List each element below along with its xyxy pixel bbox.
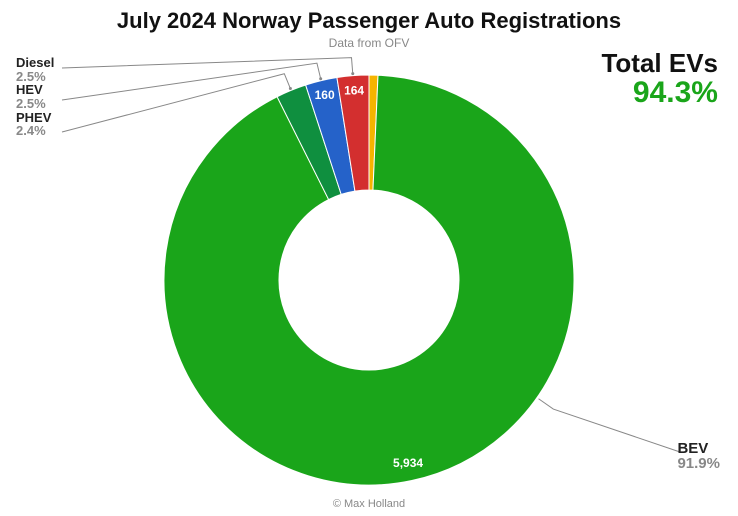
legend-pct: 2.5% [16,97,54,111]
legend-pct: 2.4% [16,124,54,138]
legend-right: BEV 91.9% [677,441,720,473]
legend-name: PHEV [16,111,54,125]
leader-line [62,58,353,74]
legend-left: Diesel 2.5% HEV 2.5% PHEV 2.4% [16,56,54,138]
legend-item-hev: HEV 2.5% [16,83,54,110]
chart-container: July 2024 Norway Passenger Auto Registra… [0,0,738,516]
data-label-bev: 5,934 [393,456,423,470]
legend-name: Diesel [16,56,54,70]
legend-pct: 2.5% [16,70,54,84]
data-label-hev: 160 [315,88,335,102]
leader-line [539,399,680,452]
legend-item-diesel: Diesel 2.5% [16,56,54,83]
donut-chart: 5,934 160 164 [0,0,738,516]
leader-dot [351,72,354,75]
legend-pct: 91.9% [677,456,720,472]
chart-footer: © Max Holland [0,498,738,510]
legend-name: HEV [16,83,54,97]
data-label-diesel: 164 [344,84,364,98]
leader-dot [289,87,292,90]
leader-dot [319,77,322,80]
legend-name: BEV [677,441,720,457]
legend-item-phev: PHEV 2.4% [16,111,54,138]
